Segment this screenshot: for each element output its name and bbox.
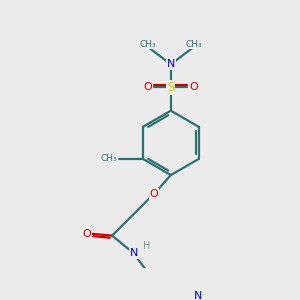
Text: O: O <box>189 82 198 92</box>
Text: O: O <box>144 82 152 92</box>
Text: S: S <box>167 81 175 94</box>
Text: CH₃: CH₃ <box>140 40 156 49</box>
Text: N: N <box>130 248 138 258</box>
Text: N: N <box>194 291 202 300</box>
Text: O: O <box>149 189 158 199</box>
Text: O: O <box>82 229 91 239</box>
Text: CH₃: CH₃ <box>100 154 117 164</box>
Text: N: N <box>167 59 175 70</box>
Text: H: H <box>142 241 150 251</box>
Text: CH₃: CH₃ <box>185 40 202 49</box>
